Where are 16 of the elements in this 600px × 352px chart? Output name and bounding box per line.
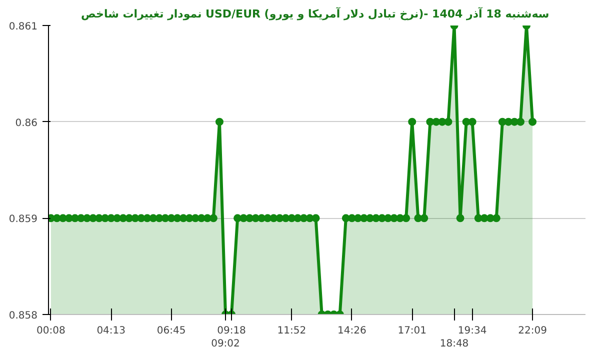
x-tick-label: 19:34: [458, 326, 487, 336]
y-tick-label: 0.858: [8, 310, 38, 322]
y-tick-label: 0.861: [8, 22, 38, 32]
x-tick-label: 09:02: [211, 338, 240, 350]
chart-title: نمودار تغییرات شاخص USD/EUR (نرخ تبادل دلار آمریکا و یورو)- سه‌شنبه 18 آذر 1404: [81, 6, 550, 20]
x-tick-label: 04:13: [96, 326, 126, 336]
x-tick-label: 06:45: [156, 326, 186, 336]
x-tick-label: 14:26: [338, 326, 366, 336]
x-tick-label: 22:09: [518, 326, 547, 336]
x-tick-label: 17:01: [398, 326, 427, 336]
y-tick-label: 0.859: [8, 214, 38, 226]
y-tick-label: 0.86: [15, 118, 38, 129]
x-tick-label: 18:48: [440, 338, 469, 350]
x-tick-label: 00:08: [36, 326, 66, 336]
x-tick-label: 11:52: [277, 326, 306, 336]
x-tick-label: 09:18: [217, 326, 246, 336]
